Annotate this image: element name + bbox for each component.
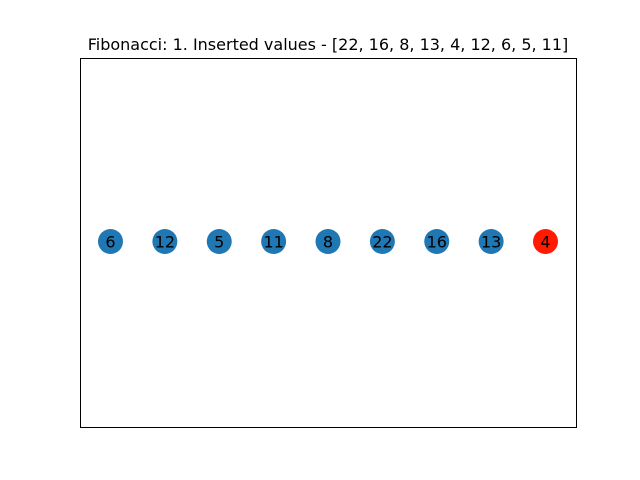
node: 13 [478,229,504,254]
node-label: 8 [323,233,333,252]
node-circle [315,229,341,254]
node: 6 [98,229,123,254]
node: 22 [369,229,395,254]
node: 4 [533,229,558,254]
node-circle [478,229,504,254]
node-circle [261,229,287,254]
node-circle [369,229,395,254]
plot-frame [80,58,577,428]
node: 8 [315,229,341,254]
node-label: 11 [263,233,283,252]
node-circle [206,229,232,254]
node-label: 5 [214,233,224,252]
node-label: 12 [155,233,175,252]
node: 16 [424,229,450,254]
node-circle [424,229,450,254]
node-circle [98,229,123,254]
node-circle-highlighted [533,229,558,254]
node: 11 [261,229,287,254]
node: 5 [206,229,232,254]
node: 12 [152,229,178,254]
node-label: 13 [481,233,501,252]
node-label: 22 [372,233,392,252]
nodes-layer: 6 12 5 11 8 22 16 13 4 [98,229,558,254]
node-label: 16 [427,233,447,252]
node-circle [152,229,178,254]
figure-title: Fibonacci: 1. Inserted values - [22, 16,… [88,35,569,54]
node-label: 4 [540,233,550,252]
node-label: 6 [105,233,115,252]
